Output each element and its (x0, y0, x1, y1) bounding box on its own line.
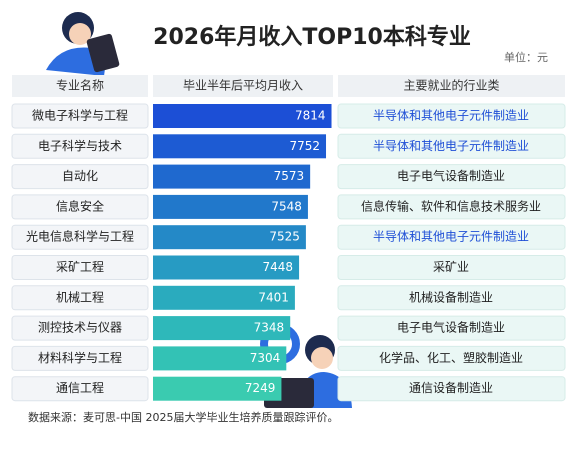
value-label: 7573 (274, 169, 305, 183)
value-label: 7525 (269, 230, 300, 244)
industry-cell (337, 194, 566, 220)
industry-cell (337, 224, 566, 250)
value-label: 7448 (263, 260, 294, 274)
category-cell (11, 194, 149, 220)
header-cell (153, 75, 333, 97)
category-cell (11, 133, 149, 159)
category-label: 通信工程 (56, 380, 104, 395)
category-label: 自动化 (62, 169, 98, 183)
unit-note: 单位：元 (504, 50, 548, 64)
category-cell (11, 224, 149, 250)
industry-label: 机械设备制造业 (409, 289, 493, 304)
header-cell (338, 75, 565, 97)
category-cell (11, 315, 149, 341)
header-label: 专业名称 (56, 78, 104, 93)
category-label: 机械工程 (56, 289, 104, 304)
value-label: 7304 (250, 351, 281, 365)
bar (153, 194, 308, 219)
category-label: 微电子科学与工程 (32, 108, 128, 123)
bar (153, 376, 282, 401)
bar (153, 255, 300, 280)
value-label: 7401 (258, 290, 289, 304)
illustration-reader (46, 12, 120, 76)
value-label: 7548 (271, 199, 302, 213)
value-label: 7249 (245, 381, 276, 395)
category-label: 测控技术与仪器 (38, 321, 122, 335)
industry-cell (337, 285, 566, 311)
category-cell (11, 345, 149, 371)
chart-title: 2026年月收入TOP10本科专业 (153, 24, 471, 50)
value-label: 7348 (254, 321, 285, 335)
industry-label: 电子电气设备制造业 (397, 168, 505, 183)
bar (153, 225, 306, 250)
industry-label: 半导体和其他电子元件制造业 (373, 230, 529, 244)
industry-cell (337, 345, 566, 371)
industry-label: 半导体和其他电子元件制造业 (373, 139, 529, 153)
category-label: 信息安全 (56, 198, 104, 213)
category-cell (11, 285, 149, 311)
category-cell (11, 164, 149, 190)
industry-cell (337, 255, 566, 280)
bar (153, 134, 327, 159)
category-cell (11, 103, 149, 129)
value-label: 7814 (295, 109, 326, 123)
industry-label: 采矿业 (433, 260, 469, 274)
header-label: 主要就业的行业类 (403, 78, 499, 93)
industry-label: 半导体和其他电子元件制造业 (373, 109, 529, 123)
header-cell (12, 75, 148, 97)
bar (153, 285, 295, 310)
industry-cell (337, 376, 566, 402)
industry-cell (337, 133, 566, 159)
category-cell (11, 255, 149, 280)
value-label: 7752 (289, 139, 320, 153)
industry-label: 通信设备制造业 (409, 381, 493, 395)
header-label: 毕业半年后平均月收入 (183, 79, 303, 93)
category-label: 材料科学与工程 (38, 350, 122, 365)
category-cell (11, 376, 149, 402)
category-label: 采矿工程 (56, 259, 104, 274)
source-note: 数据来源：麦可思-中国 2025届大学毕业生培养质量跟踪评价。 (28, 410, 338, 424)
industry-cell (337, 315, 566, 341)
industry-cell (337, 164, 566, 190)
bar (153, 316, 291, 341)
industry-label: 化学品、化工、塑胶制造业 (379, 350, 523, 365)
bar (153, 104, 332, 128)
category-label: 电子科学与技术 (38, 138, 122, 153)
industry-label: 电子电气设备制造业 (397, 320, 505, 335)
category-label: 光电信息科学与工程 (26, 229, 134, 244)
bar (153, 164, 311, 189)
bar (153, 346, 287, 371)
industry-label: 信息传输、软件和信息技术服务业 (361, 198, 541, 213)
industry-cell (337, 103, 566, 129)
